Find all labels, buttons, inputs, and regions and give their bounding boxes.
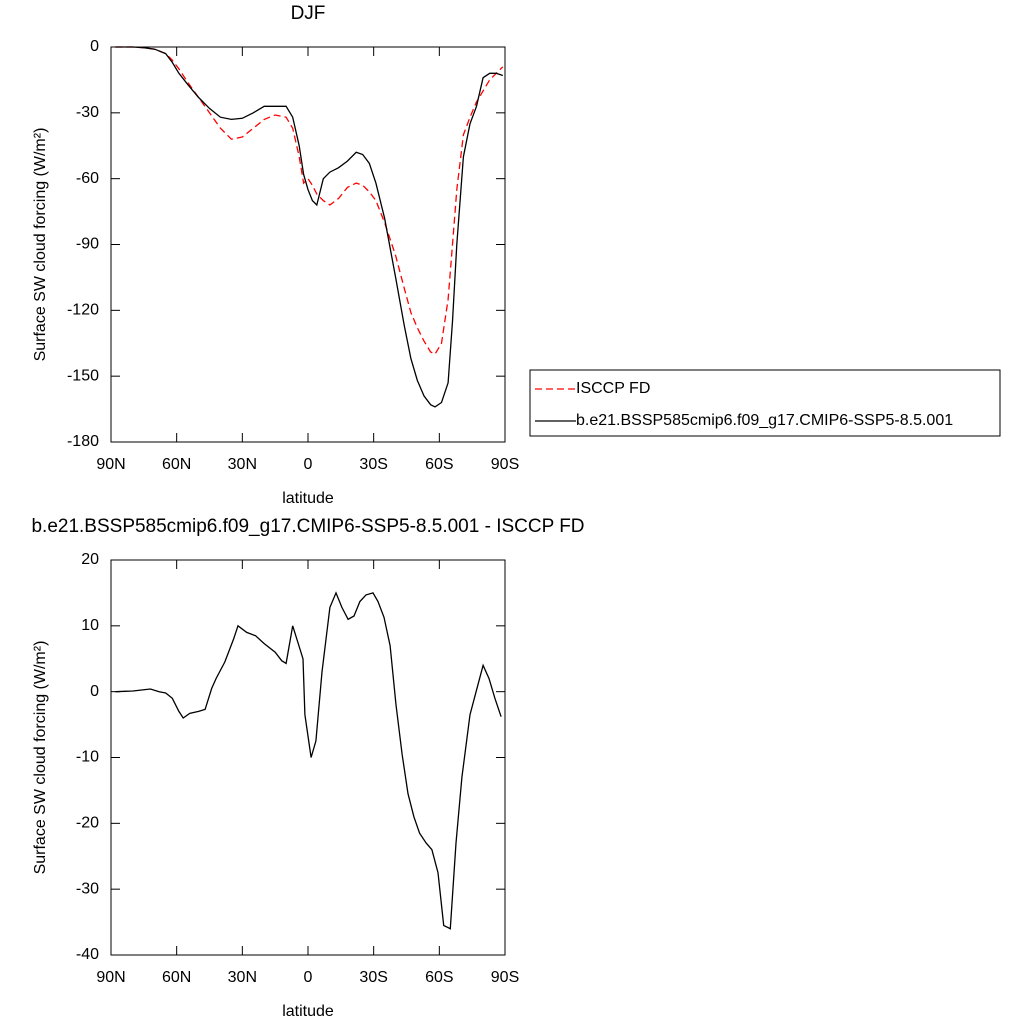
y-axis-label: Surface SW cloud forcing (W/m²)	[32, 641, 49, 875]
y-tick-label: -30	[76, 880, 99, 897]
data-line	[115, 591, 502, 930]
x-tick-label: 30N	[228, 456, 257, 473]
y-tick-label: 0	[90, 683, 99, 700]
y-tick-label: -10	[76, 749, 99, 766]
y-tick-label: -60	[76, 170, 99, 187]
y-tick-label: -40	[76, 946, 99, 963]
y-tick-label: -150	[67, 367, 99, 384]
y-tick-label: 20	[81, 551, 99, 568]
x-tick-label: 30S	[359, 456, 387, 473]
legend-label: ISCCP FD	[576, 380, 650, 397]
plot-frame	[110, 559, 506, 956]
chart-title: b.e21.BSSP585cmip6.f09_g17.CMIP6-SSP5-8.…	[31, 516, 584, 537]
y-tick-label: 10	[81, 617, 99, 634]
y-tick-label: -30	[76, 104, 99, 121]
x-tick-label: 30S	[359, 969, 387, 986]
x-tick-label: 90S	[491, 456, 519, 473]
x-tick-label: 60S	[425, 969, 453, 986]
x-tick-label: 90N	[96, 456, 125, 473]
x-axis-label: latitude	[282, 1003, 334, 1020]
x-tick-label: 60N	[162, 456, 191, 473]
x-tick-label: 30N	[228, 969, 257, 986]
x-tick-label: 0	[304, 456, 313, 473]
y-tick-label: -120	[67, 302, 99, 319]
y-tick-label: -20	[76, 815, 99, 832]
x-axis-label: latitude	[282, 490, 334, 507]
x-tick-label: 90S	[491, 969, 519, 986]
y-axis-label: Surface SW cloud forcing (W/m²)	[32, 128, 49, 362]
x-tick-label: 60S	[425, 456, 453, 473]
x-tick-label: 0	[304, 969, 313, 986]
data-line	[115, 46, 504, 408]
y-tick-label: -90	[76, 236, 99, 253]
data-line	[115, 46, 504, 356]
legend-label: b.e21.BSSP585cmip6.f09_g17.CMIP6-SSP5-8.…	[576, 412, 953, 429]
y-tick-label: 0	[90, 38, 99, 55]
plot-frame	[110, 46, 506, 443]
y-tick-label: -180	[67, 433, 99, 450]
x-tick-label: 90N	[96, 969, 125, 986]
chart-title: DJF	[291, 3, 326, 24]
x-tick-label: 60N	[162, 969, 191, 986]
legend-box	[529, 369, 1001, 437]
